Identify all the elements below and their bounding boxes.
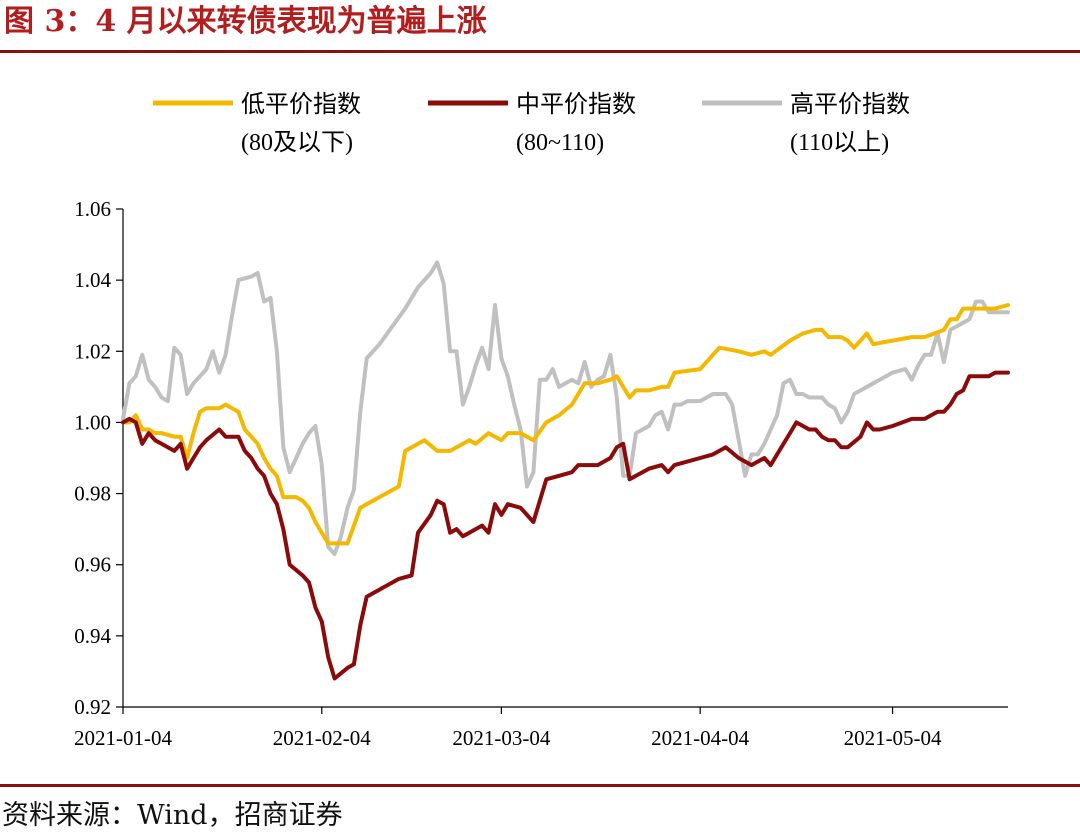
- y-tick-label: 1.00: [74, 410, 111, 434]
- series-line-1: [121, 370, 1010, 681]
- legend-label-2: 高平价指数: [790, 91, 910, 118]
- y-tick-label: 0.94: [74, 624, 111, 648]
- x-tick-label: 2021-04-04: [651, 726, 749, 750]
- series-line-2: [121, 260, 1010, 556]
- y-tick-label: 0.92: [74, 695, 111, 719]
- legend-label-0: 低平价指数: [241, 91, 361, 118]
- y-tick-label: 0.96: [74, 553, 111, 577]
- series-line-0: [121, 303, 1010, 546]
- y-tick-label: 0.98: [74, 482, 111, 506]
- x-tick-label: 2021-02-04: [273, 726, 371, 750]
- x-tick-label: 2021-03-04: [452, 726, 550, 750]
- legend-label-1: 中平价指数: [516, 91, 636, 118]
- title-divider: [0, 50, 1080, 53]
- y-ticks: 1.06 1.04 1.02 1.00 0.98 0.96 0.94 0.92: [74, 197, 123, 719]
- x-tick-label: 2021-01-04: [74, 726, 172, 750]
- y-tick-label: 1.02: [74, 339, 111, 363]
- y-tick-label: 1.06: [74, 197, 111, 221]
- chart-title: 图 3：4 月以来转债表现为普遍上涨: [4, 4, 487, 39]
- legend-sublabel-1: (80~110): [516, 130, 604, 156]
- x-ticks: 2021-01-04 2021-02-04 2021-03-04 2021-04-04…: [74, 707, 942, 750]
- line-chart: 低平价指数 (80及以下) 中平价指数 (80~110) 高平价指数 (110以上) 1.…: [74, 91, 1010, 750]
- y-tick-label: 1.04: [74, 268, 111, 292]
- source-note: 资料来源：Wind，招商证券: [2, 800, 343, 831]
- source-divider: [0, 784, 1080, 787]
- axes: [122, 209, 1008, 708]
- legend-sublabel-2: (110以上): [790, 129, 889, 156]
- series-lines: [121, 260, 1010, 681]
- legend-sublabel-0: (80及以下): [241, 130, 353, 156]
- x-tick-label: 2021-05-04: [844, 726, 942, 750]
- legend: 低平价指数 (80及以下) 中平价指数 (80~110) 高平价指数 (110以上): [153, 91, 910, 156]
